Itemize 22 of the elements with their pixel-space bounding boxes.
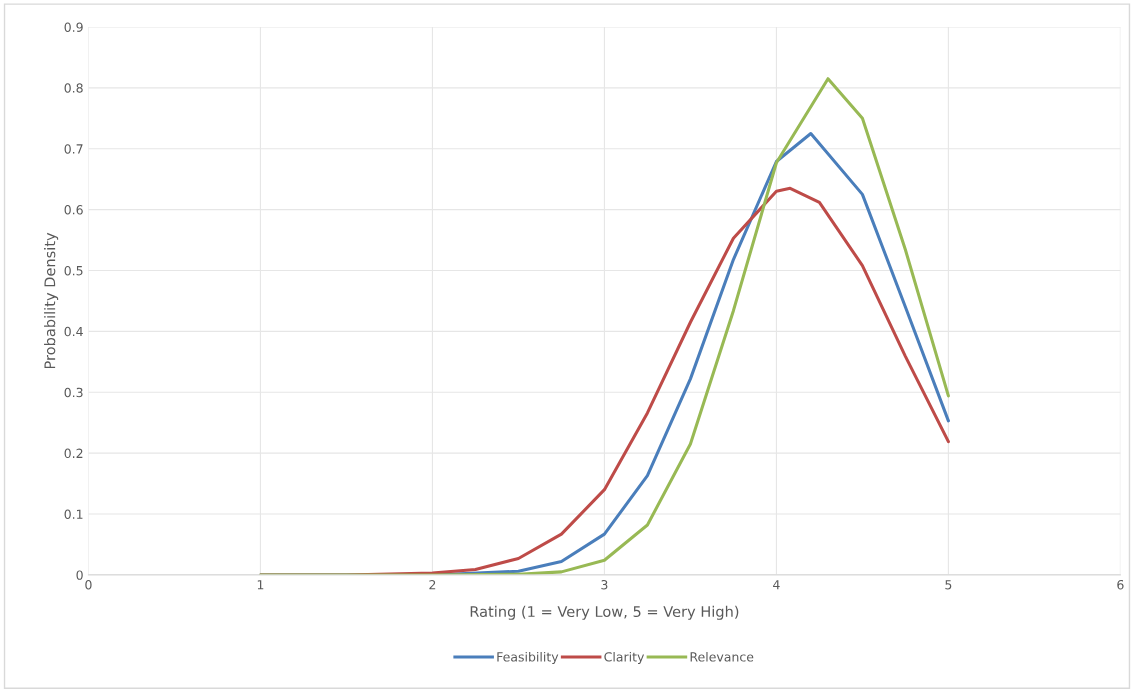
y-tick-label: 0.8 (64, 83, 83, 93)
x-tick-label: 1 (257, 580, 264, 590)
x-tick-label: 5 (945, 580, 952, 590)
x-tick-label: 3 (601, 579, 608, 590)
y-tick-label: 0.1 (64, 509, 83, 519)
y-tick-label: 0.5 (64, 265, 83, 276)
y-tick-label: 0.3 (64, 387, 83, 398)
y-tick-label: 0.9 (64, 22, 83, 32)
x-tick-label: 2 (429, 579, 436, 590)
legend-label: Clarity (604, 651, 645, 665)
x-tick-label: 0 (85, 579, 92, 590)
y-tick-label: 0.7 (64, 144, 83, 154)
x-axis-title: Rating (1 = Very Low, 5 = Very High) (470, 605, 739, 620)
legend-label: Feasibility (497, 651, 559, 665)
y-tick-label: 0.2 (64, 448, 83, 459)
y-tick-label: 0.4 (64, 326, 83, 337)
y-axis-title: Probability Density (44, 232, 59, 369)
y-tick-label: 0.6 (64, 205, 83, 215)
x-tick-label: 4 (773, 580, 780, 590)
legend-label: Relevance (690, 651, 754, 662)
y-tick-label: 0 (76, 570, 83, 580)
x-tick-label: 6 (1117, 579, 1124, 590)
